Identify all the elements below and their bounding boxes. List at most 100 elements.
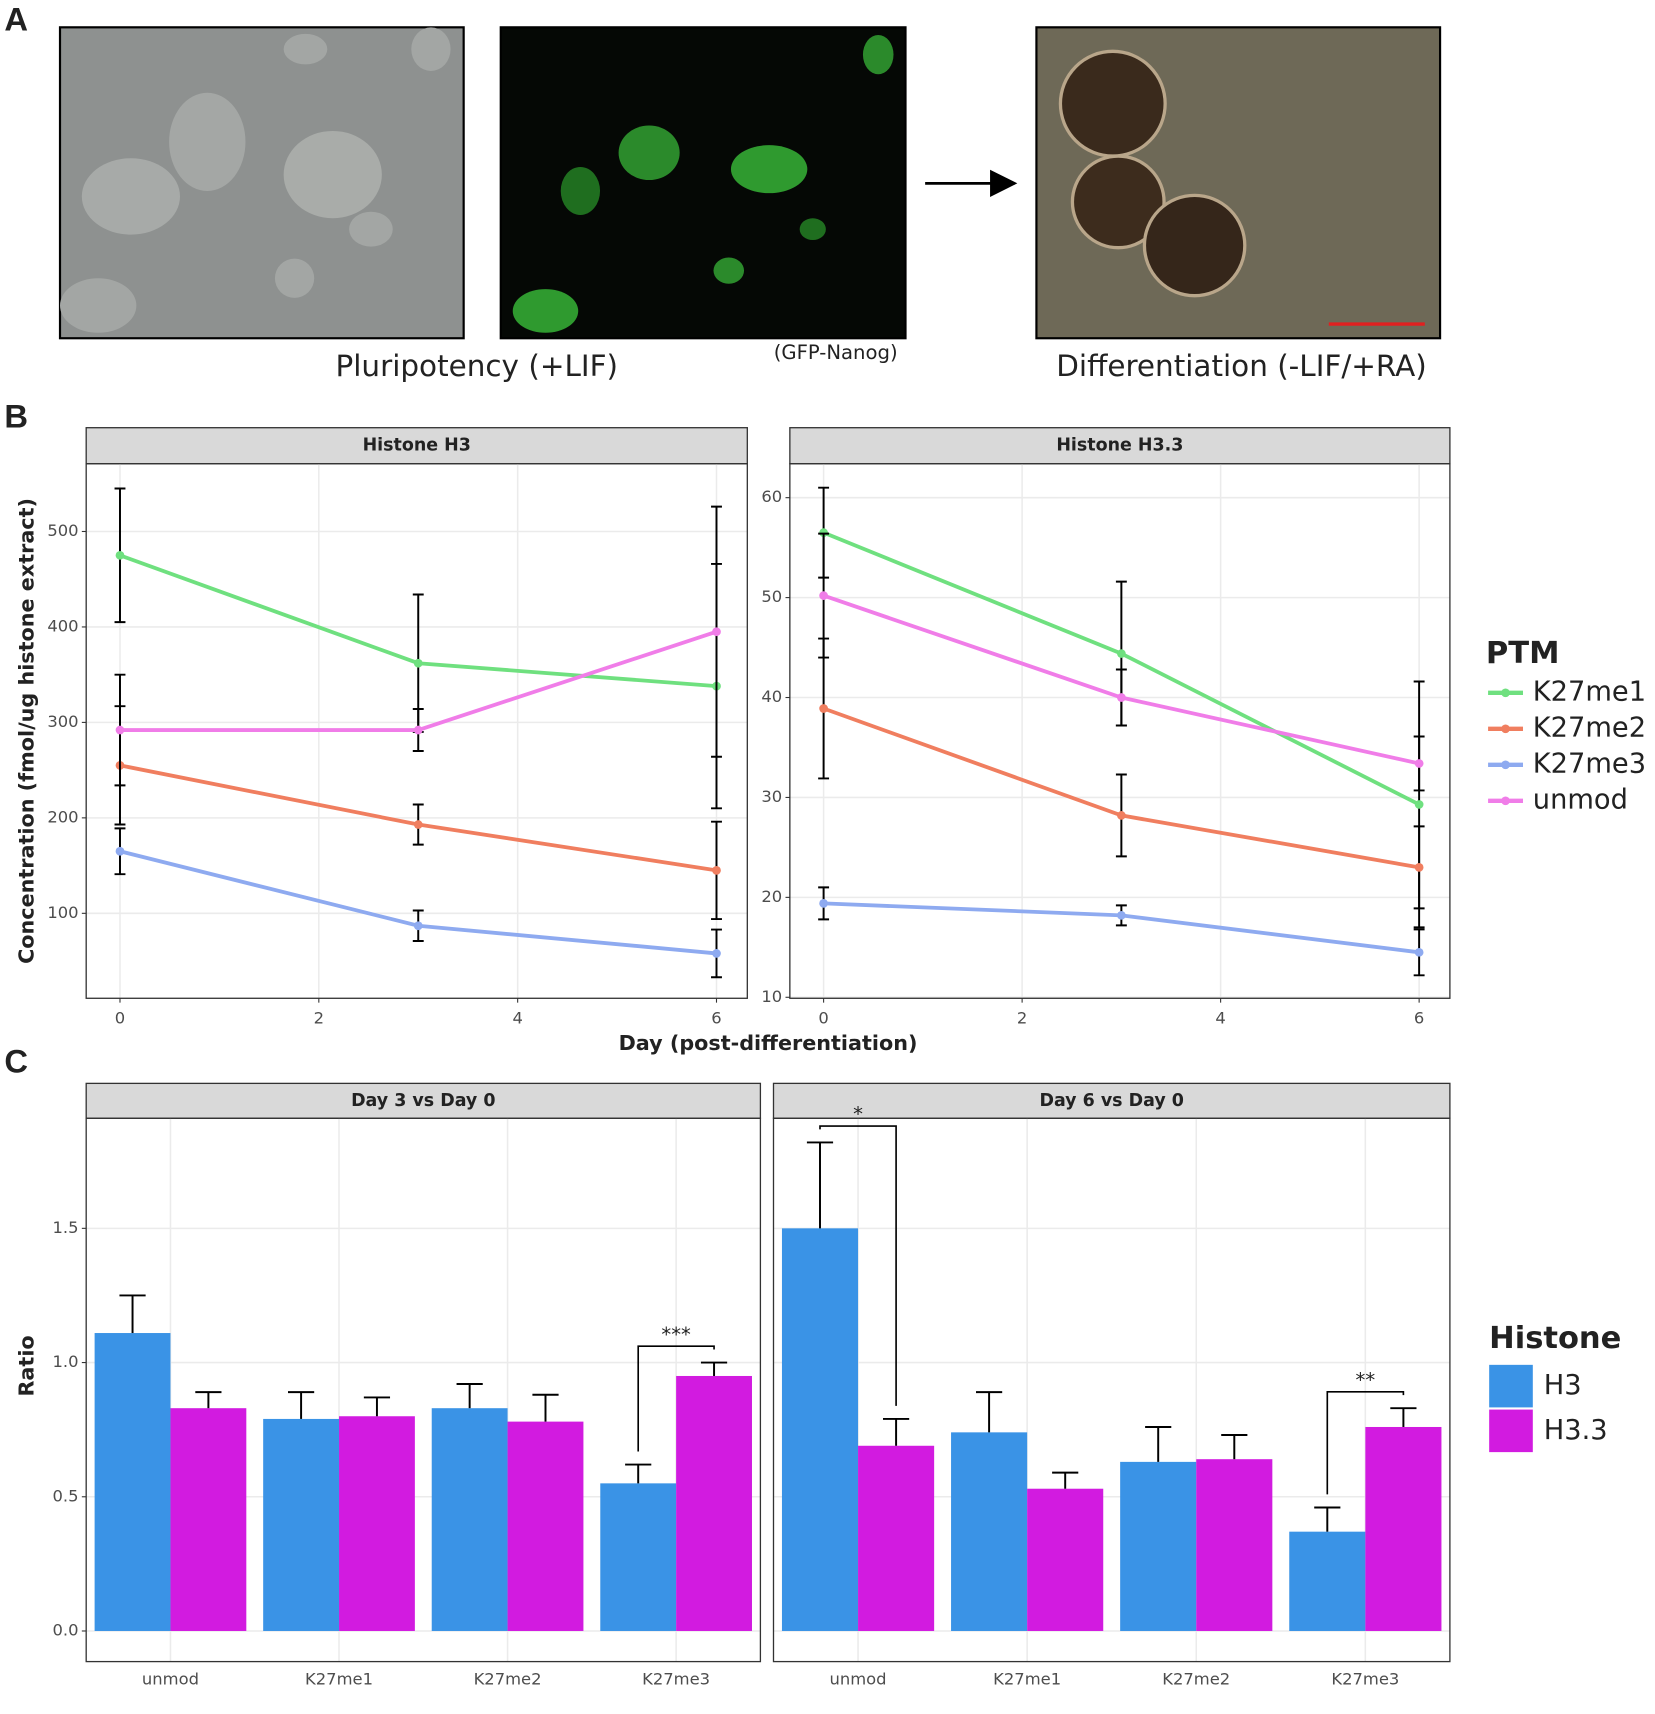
panel-border	[85, 1117, 762, 1663]
bar	[1120, 1461, 1197, 1631]
panel-border	[85, 463, 748, 999]
y-axis-title: Ratio	[14, 1335, 38, 1396]
bar	[676, 1375, 752, 1631]
strip-title: Day 6 vs Day 0	[1039, 1091, 1183, 1111]
photo-fluorescence	[499, 26, 907, 340]
point	[1117, 910, 1126, 920]
strip	[789, 427, 1451, 465]
legend-title: PTM	[1486, 636, 1560, 671]
point	[115, 725, 125, 735]
bar	[1289, 1531, 1366, 1631]
y-axis-title: Concentration (fmol/ug histone extract)	[14, 498, 38, 964]
x-axis-title: Day (post-differentiation)	[619, 1031, 918, 1055]
legend-key	[1489, 1364, 1533, 1408]
x-tick-label: K27me2	[1162, 1670, 1230, 1689]
x-tick-label: 6	[711, 1009, 721, 1028]
point	[1117, 811, 1126, 820]
x-tick-label: 0	[115, 1009, 125, 1028]
photo-brightfield	[58, 26, 465, 340]
bar	[339, 1416, 415, 1631]
significance-bracket	[637, 1345, 715, 1452]
x-tick-label: K27me2	[474, 1670, 542, 1689]
y-tick-label: 400	[47, 616, 78, 635]
x-tick-label: 0	[818, 1009, 828, 1028]
strip-title: Histone H3	[363, 436, 471, 456]
x-tick-label: K27me1	[993, 1670, 1061, 1689]
bar	[507, 1421, 584, 1631]
point	[413, 658, 423, 668]
bar	[600, 1483, 677, 1631]
x-tick-label: 4	[1215, 1009, 1225, 1028]
legend-label: K27me1	[1533, 676, 1646, 707]
point	[115, 846, 125, 856]
y-tick-label: 300	[47, 712, 78, 731]
caption: (GFP-Nanog)	[774, 341, 898, 364]
bar	[1365, 1426, 1442, 1631]
x-tick-label: K27me3	[1331, 1670, 1399, 1689]
bar	[1027, 1488, 1104, 1631]
x-tick-label: 4	[512, 1009, 522, 1028]
y-tick-label: 0.5	[53, 1486, 79, 1505]
point	[819, 898, 828, 908]
y-tick-label: 50	[761, 587, 782, 606]
point	[413, 820, 423, 829]
legend-title: Histone	[1489, 1321, 1621, 1356]
x-tick-label: K27me1	[305, 1670, 373, 1689]
significance-label: *	[853, 1103, 863, 1126]
point	[1117, 649, 1126, 658]
strip	[85, 1082, 762, 1119]
legend-key	[1501, 796, 1510, 806]
legend-key	[1501, 724, 1510, 734]
significance-bracket	[819, 1125, 897, 1406]
point	[712, 949, 721, 958]
point	[712, 866, 721, 875]
photo-embryoid-bodies	[1035, 26, 1442, 340]
bar	[951, 1432, 1028, 1631]
strip-title: Histone H3.3	[1056, 436, 1183, 456]
y-tick-label: 20	[761, 887, 782, 906]
legend-label: K27me2	[1533, 712, 1646, 743]
point	[712, 627, 721, 637]
significance-bracket	[1326, 1391, 1405, 1495]
y-tick-label: 40	[761, 687, 782, 706]
point	[819, 704, 828, 713]
bar	[1196, 1459, 1273, 1631]
x-tick-label: unmod	[830, 1670, 887, 1689]
y-tick-label: 200	[47, 807, 78, 826]
x-tick-label: 2	[314, 1009, 324, 1028]
caption: Differentiation (-LIF/+RA)	[1056, 349, 1427, 383]
point	[1117, 693, 1126, 702]
panel-label: C	[4, 1042, 28, 1079]
point	[413, 725, 423, 735]
bar	[781, 1228, 859, 1631]
y-tick-label: 60	[761, 487, 782, 506]
significance-label: **	[1356, 1368, 1376, 1391]
legend-label: unmod	[1533, 784, 1628, 815]
x-tick-label: 6	[1414, 1009, 1424, 1028]
bar	[263, 1418, 340, 1631]
x-tick-label: 2	[1017, 1009, 1027, 1028]
y-tick-label: 30	[761, 787, 782, 806]
panel-border	[789, 463, 1451, 999]
point	[1414, 800, 1424, 809]
legend-key	[1501, 760, 1510, 770]
panel-label: A	[4, 1, 28, 38]
y-tick-label: 1.5	[53, 1218, 79, 1237]
x-tick-label: unmod	[142, 1670, 199, 1689]
legend-label: K27me3	[1533, 748, 1646, 779]
point	[413, 921, 423, 931]
y-tick-label: 0.0	[53, 1620, 79, 1639]
significance-label: ***	[661, 1323, 691, 1346]
legend-label: H3.3	[1544, 1415, 1608, 1446]
strip-title: Day 3 vs Day 0	[351, 1091, 495, 1111]
y-tick-label: 100	[47, 903, 78, 922]
strip	[85, 427, 748, 465]
legend-key	[1501, 688, 1510, 698]
legend-label: H3	[1544, 1370, 1582, 1401]
point	[1414, 759, 1424, 768]
bar	[94, 1333, 171, 1631]
y-tick-label: 1.0	[53, 1352, 79, 1371]
bar	[431, 1408, 508, 1631]
